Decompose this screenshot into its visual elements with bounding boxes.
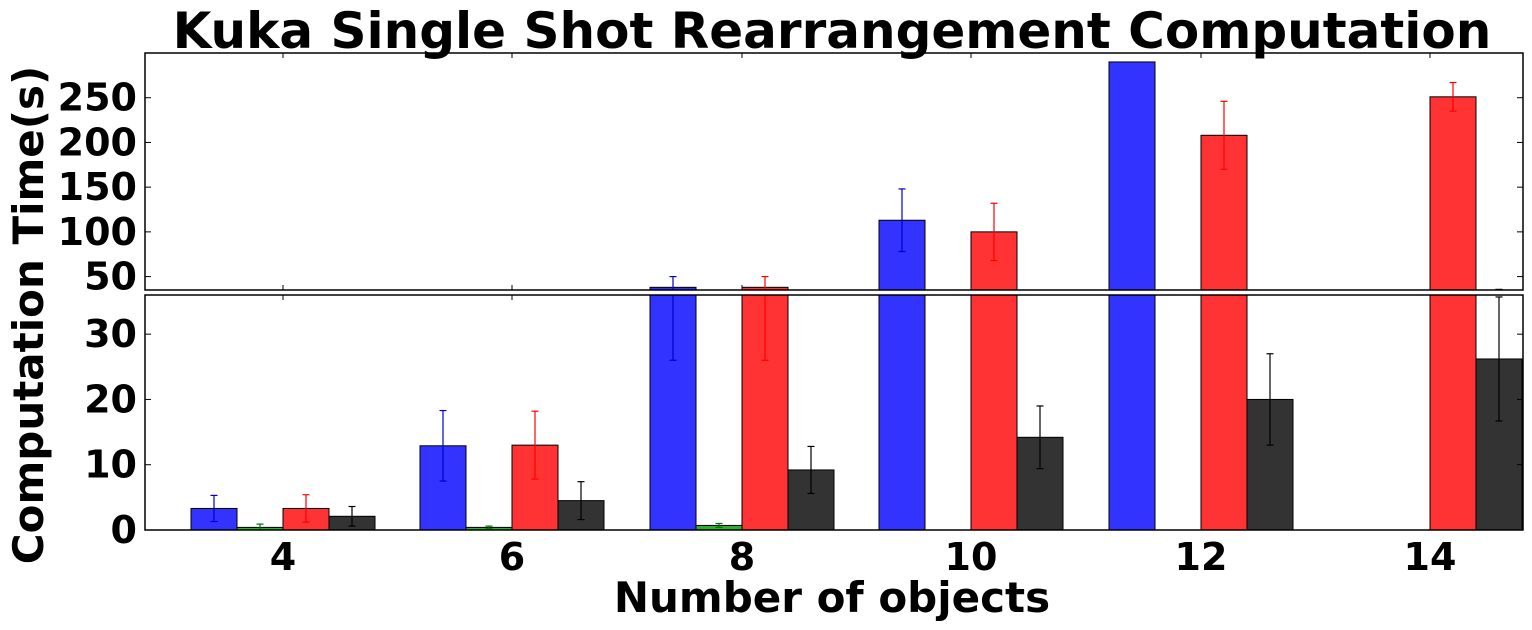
bar-series3-14 [1429, 295, 1477, 530]
bar-series1-10 [878, 295, 926, 530]
upper-frame [144, 52, 1524, 291]
lower-ytick-label-20: 20 [84, 377, 137, 421]
bar-series1-12 [1108, 61, 1156, 290]
bar-series3-12 [1200, 295, 1248, 530]
x-tick-label-4: 4 [270, 535, 296, 579]
upper-ytick-label-50: 50 [84, 255, 137, 299]
lower-bars [190, 295, 1523, 530]
bar-series3-14 [1429, 96, 1477, 290]
x-axis-label: Number of objects [614, 573, 1050, 622]
upper-bars [649, 61, 1503, 290]
upper-ytick-label-150: 150 [58, 165, 137, 209]
x-tick-label-14: 14 [1404, 535, 1457, 579]
upper-ytick-label-100: 100 [58, 210, 137, 254]
x-tick-label-12: 12 [1175, 535, 1228, 579]
x-tick-label-8: 8 [729, 535, 755, 579]
lower-frame [144, 294, 1524, 531]
x-tick-label-6: 6 [499, 535, 525, 579]
bar-series1-12 [1108, 295, 1156, 530]
bar-series1-8 [649, 295, 697, 530]
lower-ytick-label-10: 10 [84, 443, 137, 487]
x-tick-labels: 4 6 8 10 12 14 [270, 535, 1457, 579]
lower-ytick-label-0: 0 [111, 508, 137, 552]
lower-panel: 0 10 20 30 [84, 294, 1524, 552]
lower-ytick-label-30: 30 [84, 312, 137, 356]
y-axis-label: Computation Time(s) [4, 66, 53, 564]
upper-ytick-label-250: 250 [58, 76, 137, 120]
upper-ytick-label-200: 200 [58, 120, 137, 164]
chart-title: Kuka Single Shot Rearrangement Computati… [173, 2, 1492, 60]
x-tick-label-10: 10 [945, 535, 998, 579]
bar-series3-10 [970, 295, 1018, 530]
